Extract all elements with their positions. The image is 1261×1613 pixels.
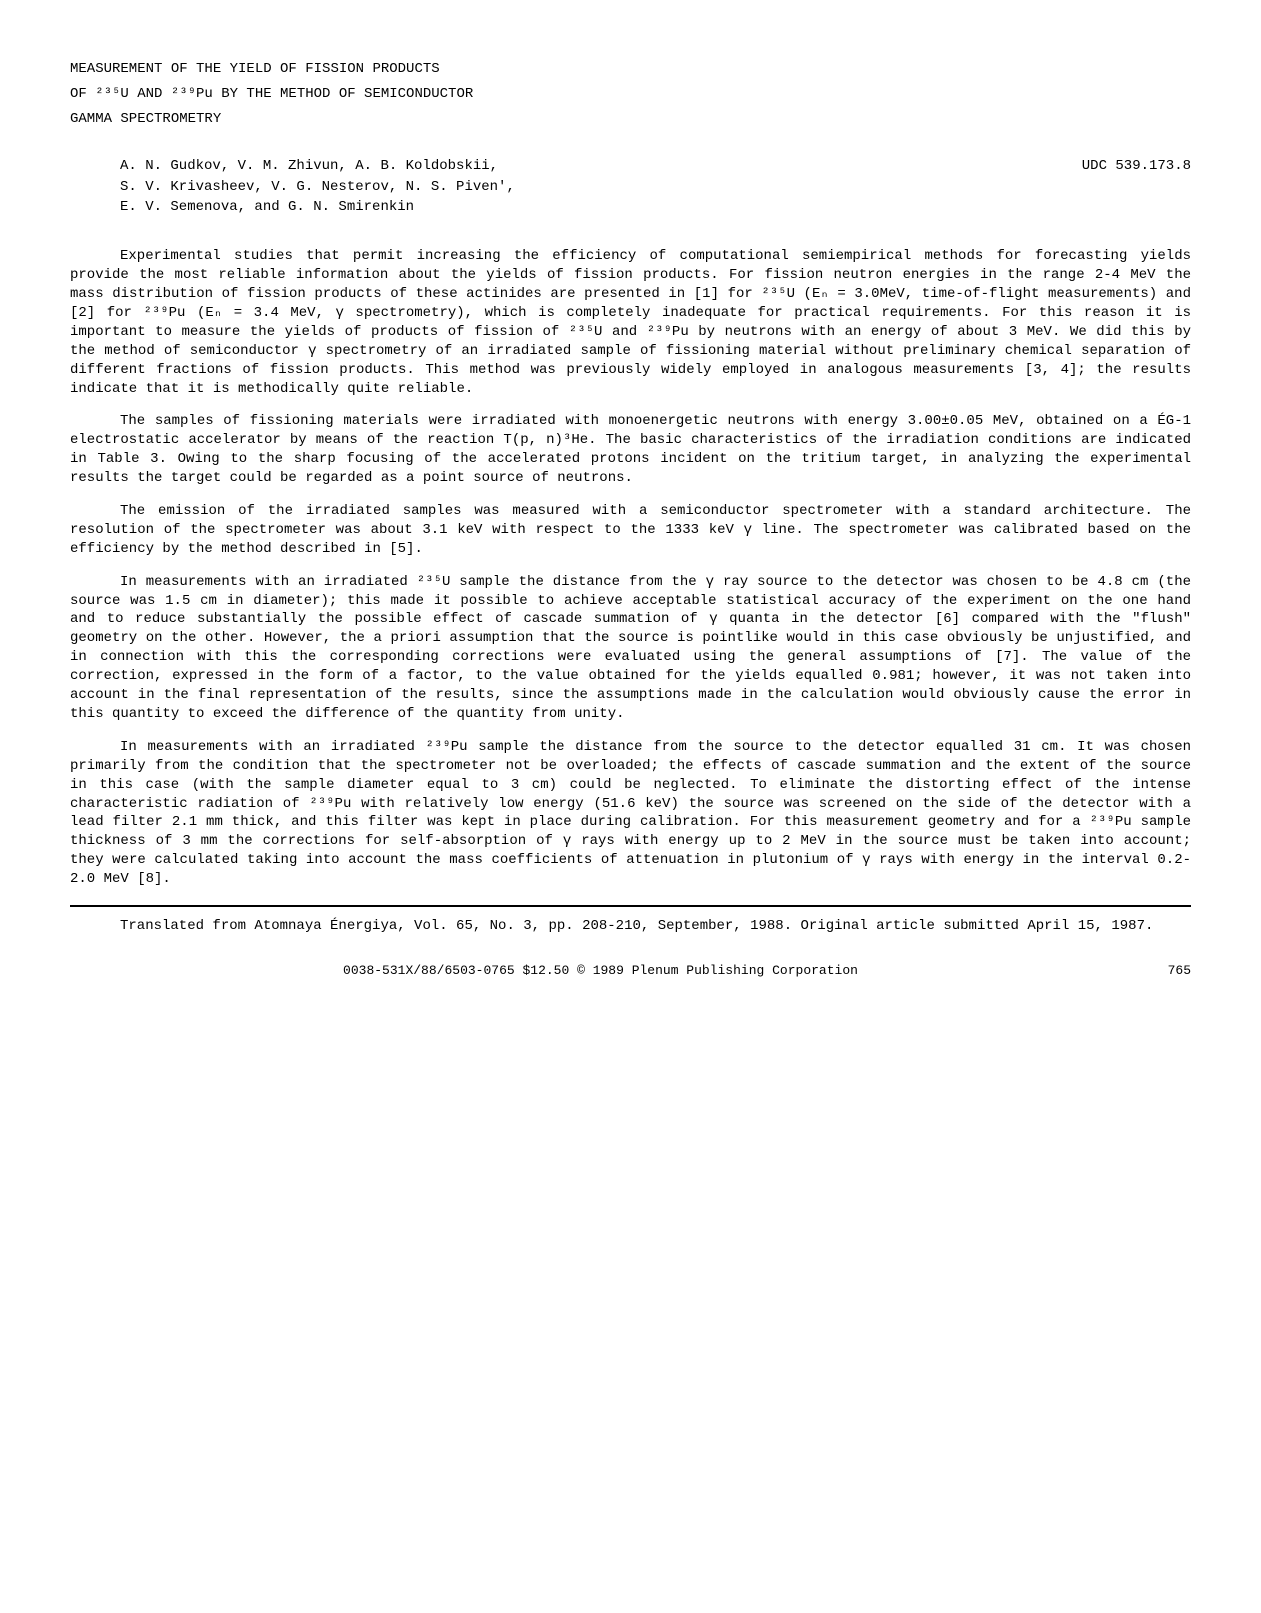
authors-block: A. N. Gudkov, V. M. Zhivun, A. B. Koldob…	[70, 157, 515, 220]
paragraph-5: In measurements with an irradiated ²³⁹Pu…	[70, 738, 1191, 889]
paragraph-3: The emission of the irradiated samples w…	[70, 502, 1191, 559]
udc-code: UDC 539.173.8	[1082, 157, 1191, 176]
author-line-1: A. N. Gudkov, V. M. Zhivun, A. B. Koldob…	[120, 157, 515, 176]
footer-copyright: 0038-531X/88/6503-0765 $12.50 © 1989 Ple…	[70, 962, 1131, 980]
separator-rule	[70, 905, 1191, 907]
author-line-2: S. V. Krivasheev, V. G. Nesterov, N. S. …	[120, 178, 515, 197]
translated-from: Translated from Atomnaya Énergiya, Vol. …	[70, 917, 1191, 936]
footer-row: 0038-531X/88/6503-0765 $12.50 © 1989 Ple…	[70, 962, 1191, 980]
title-line-1: MEASUREMENT OF THE YIELD OF FISSION PROD…	[70, 60, 1191, 79]
title-line-2: OF ²³⁵U AND ²³⁹Pu BY THE METHOD OF SEMIC…	[70, 85, 1191, 104]
title-line-3: GAMMA SPECTROMETRY	[70, 110, 1191, 129]
title-block: MEASUREMENT OF THE YIELD OF FISSION PROD…	[70, 60, 1191, 129]
paragraph-1: Experimental studies that permit increas…	[70, 247, 1191, 398]
page-number: 765	[1131, 962, 1191, 980]
paragraph-4: In measurements with an irradiated ²³⁵U …	[70, 573, 1191, 724]
author-line-3: E. V. Semenova, and G. N. Smirenkin	[120, 198, 515, 217]
paragraph-2: The samples of fissioning materials were…	[70, 412, 1191, 488]
authors-udc-row: A. N. Gudkov, V. M. Zhivun, A. B. Koldob…	[70, 157, 1191, 220]
